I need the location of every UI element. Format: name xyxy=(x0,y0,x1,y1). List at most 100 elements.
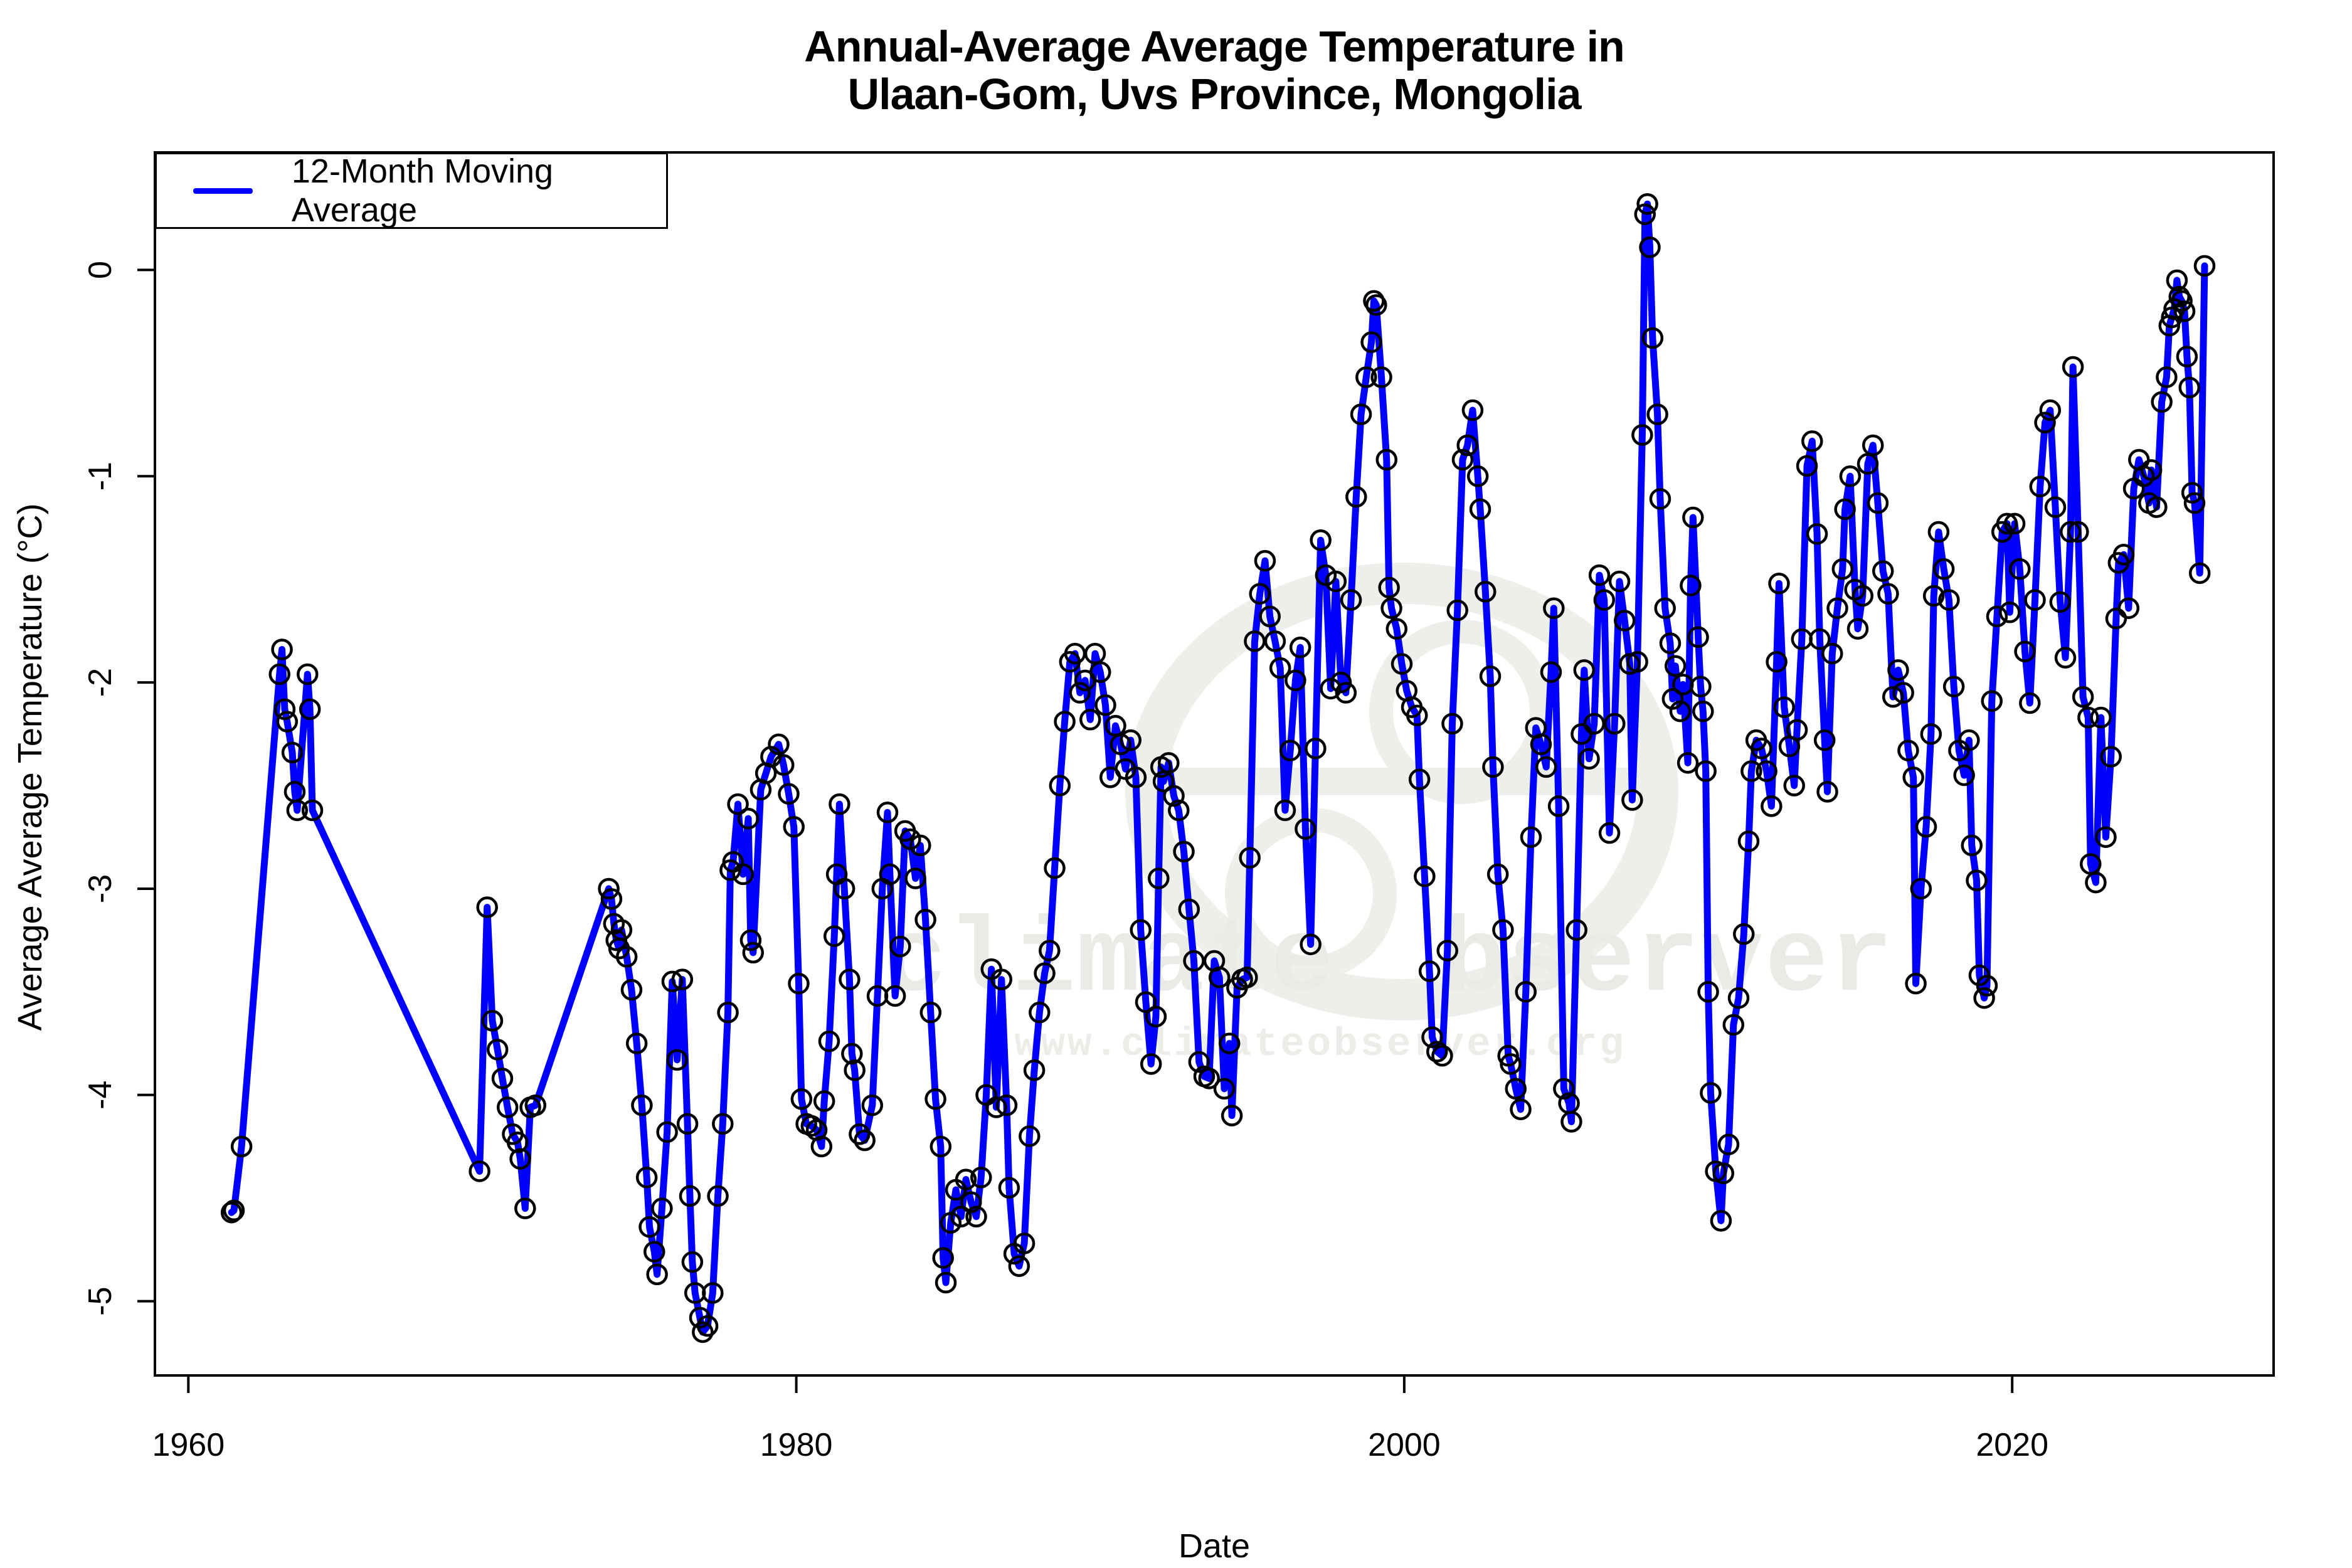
data-point-marker xyxy=(1466,465,1489,487)
data-point-marker xyxy=(1069,682,1091,704)
data-point-marker xyxy=(1887,659,1909,681)
data-point-marker xyxy=(1712,1162,1735,1184)
data-point-marker xyxy=(1375,448,1398,471)
data-point-marker xyxy=(1431,1045,1453,1067)
data-point-marker xyxy=(2060,521,2082,543)
data-point-marker xyxy=(2181,482,2203,504)
data-point-marker xyxy=(712,1113,734,1135)
data-point-marker xyxy=(1571,723,1592,745)
data-point-marker xyxy=(1158,752,1180,774)
data-point-marker xyxy=(1697,981,1719,1003)
data-point-marker xyxy=(1641,327,1664,349)
data-point-marker xyxy=(1145,1005,1167,1028)
data-point-marker xyxy=(223,1199,245,1222)
data-point-marker xyxy=(1690,675,1712,697)
data-point-marker xyxy=(651,1197,673,1219)
data-point-marker xyxy=(1340,589,1362,611)
data-point-marker xyxy=(2090,706,2112,729)
data-point-marker xyxy=(884,985,906,1007)
data-point-marker xyxy=(271,638,293,660)
data-point-marker xyxy=(1446,599,1468,622)
data-point-marker xyxy=(1325,570,1347,593)
data-point-marker xyxy=(2100,746,2122,768)
watermark-subtext: www.climateobserver.org xyxy=(1014,1022,1626,1067)
data-point-marker xyxy=(1626,650,1648,673)
data-point-marker xyxy=(1023,1059,1046,1081)
plot-border xyxy=(154,151,2275,1377)
legend-label: 12-Month Moving Average xyxy=(291,152,554,229)
data-point-marker xyxy=(995,1094,1018,1116)
data-point-marker xyxy=(1188,1051,1210,1073)
legend: 12-Month Moving Average xyxy=(155,152,668,229)
data-point-marker xyxy=(829,793,850,815)
data-point-marker xyxy=(1604,712,1626,735)
data-point-marker xyxy=(1669,700,1692,723)
data-point-marker xyxy=(1044,857,1066,879)
data-point-marker xyxy=(1264,630,1286,652)
data-point-marker xyxy=(1486,863,1509,886)
data-point-marker xyxy=(1816,781,1838,803)
data-point-marker xyxy=(1677,752,1699,774)
data-point-marker xyxy=(2067,521,2089,543)
data-point-marker xyxy=(1692,700,1714,723)
data-point-marker xyxy=(1821,642,1843,665)
data-point-marker xyxy=(1515,981,1537,1003)
data-point-marker xyxy=(681,1251,704,1273)
data-point-marker xyxy=(1902,766,1924,788)
data-point-marker xyxy=(1441,712,1463,735)
data-point-marker xyxy=(1867,492,1889,514)
data-point-marker xyxy=(1813,729,1836,751)
data-point-marker xyxy=(1310,529,1332,551)
data-point-marker xyxy=(1505,1078,1527,1100)
data-point-marker xyxy=(1877,583,1899,605)
data-point-marker xyxy=(1634,203,1656,225)
data-point-marker xyxy=(598,877,620,900)
data-point-marker xyxy=(625,1032,648,1054)
data-point-marker xyxy=(2062,356,2084,378)
data-point-marker xyxy=(1163,785,1185,807)
data-point-marker xyxy=(661,970,684,993)
data-point-marker xyxy=(1305,738,1327,760)
data-point-marker xyxy=(1492,919,1514,941)
data-point-marker xyxy=(646,1263,668,1286)
watermark-text-left: climate xyxy=(883,903,1335,1022)
data-point-marker xyxy=(861,1094,884,1116)
data-point-marker xyxy=(876,802,899,824)
data-point-marker xyxy=(727,793,749,815)
data-point-marker xyxy=(1727,987,1750,1009)
data-point-marker xyxy=(2151,391,2173,413)
data-point-marker xyxy=(1621,789,1643,811)
data-point-marker xyxy=(930,1135,952,1158)
data-point-marker xyxy=(1208,967,1231,988)
data-point-marker xyxy=(1710,1210,1732,1232)
chart-title: Annual-Average Average Temperature in Ul… xyxy=(155,23,2274,118)
data-point-marker xyxy=(2156,366,2178,388)
data-point-marker xyxy=(1953,764,1975,787)
data-point-marker xyxy=(788,972,810,995)
data-point-marker xyxy=(1593,589,1616,611)
data-point-marker xyxy=(1905,972,1927,995)
data-point-marker xyxy=(1942,675,1965,697)
data-point-marker xyxy=(2054,647,2077,669)
data-point-marker xyxy=(813,1090,835,1112)
data-point-marker xyxy=(2009,558,2031,580)
data-point-marker xyxy=(773,754,795,776)
data-point-marker xyxy=(702,1282,724,1304)
data-point-marker xyxy=(1920,723,1942,745)
data-point-marker xyxy=(1421,1026,1443,1048)
data-point-marker xyxy=(1049,775,1071,797)
data-point-marker xyxy=(220,1201,243,1224)
data-point-marker xyxy=(904,867,926,889)
data-point-marker xyxy=(1654,597,1676,619)
watermark-text-right: bserver xyxy=(1443,903,1894,1022)
data-point-marker xyxy=(1391,653,1413,675)
data-point-marker xyxy=(268,663,290,686)
data-point-marker xyxy=(1839,465,1862,487)
data-point-marker xyxy=(671,968,694,990)
data-point-marker xyxy=(1826,597,1848,619)
data-point-marker xyxy=(631,1094,653,1116)
data-point-marker xyxy=(1932,558,1955,580)
data-point-marker xyxy=(919,1001,942,1024)
data-point-marker xyxy=(1631,424,1653,446)
